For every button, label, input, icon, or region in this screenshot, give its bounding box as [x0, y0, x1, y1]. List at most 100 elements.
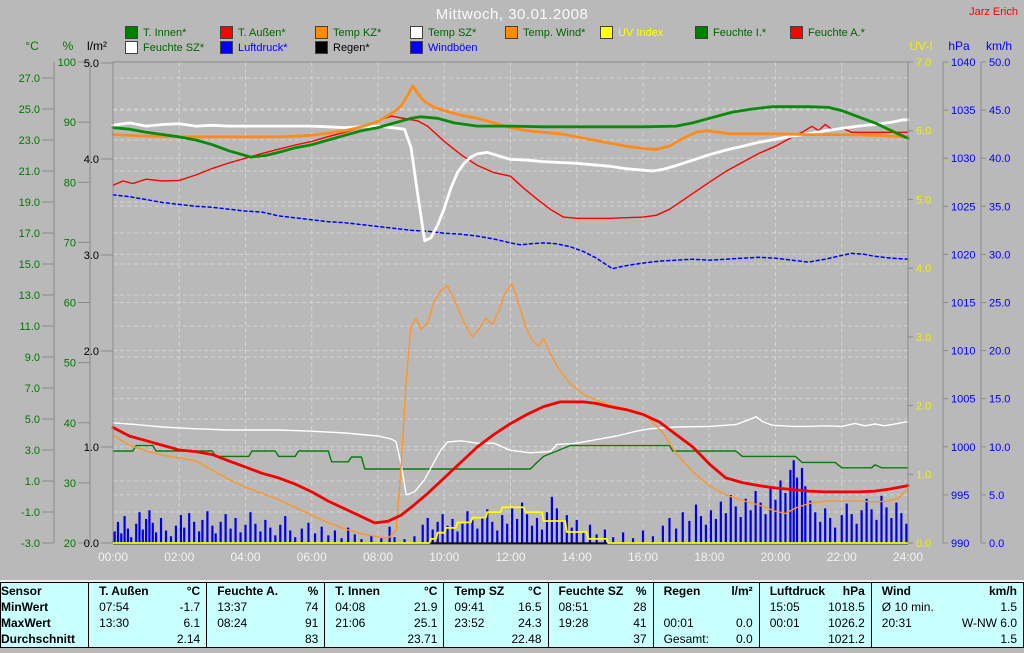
legend-item-windb-en[interactable]: Windböen [410, 41, 478, 54]
table-cell: 00:01 1026.2 [758, 615, 872, 631]
wind-gust-bar [388, 526, 391, 543]
table-cell: 13:30 6.1 [88, 615, 207, 631]
legend-item-feuchte-i-[interactable]: Feuchte I.* [695, 26, 766, 39]
legend-label: Windböen [428, 41, 478, 54]
legend-item-t-innen-[interactable]: T. Innen* [125, 26, 186, 39]
axis-label: 4.0 [916, 263, 931, 275]
wind-gust-bar [588, 524, 592, 543]
legend-item-feuchte-a-[interactable]: Feuchte A.* [790, 26, 865, 39]
wind-gust-bar [403, 539, 406, 543]
wind-gust-bar [734, 506, 737, 543]
axis-label: 30.0 [989, 249, 1010, 261]
wind-gust-bar [456, 531, 459, 543]
legend-item-t-au-en-[interactable]: T. Außen* [220, 26, 286, 39]
wind-gust-bar [870, 509, 873, 543]
wind-gust-bar [729, 494, 732, 543]
wind-gust-bar [294, 537, 297, 543]
legend-item-regen-[interactable]: Regen* [315, 41, 370, 54]
wind-gust-bar [123, 516, 126, 543]
axis-label: 5.0 [916, 194, 931, 206]
table-cell: Temp SZ °C [443, 582, 548, 599]
axis-label: 21.0 [19, 166, 40, 178]
axis-label: 7.0 [25, 383, 40, 395]
wind-gust-bar [451, 518, 454, 543]
legend-label: Regen* [333, 41, 370, 54]
table-row-label: MaxWert [1, 616, 51, 630]
table-cell: 15:05 1018.5 [758, 599, 872, 615]
axis-label: 1040 [951, 57, 975, 69]
axis-label: 40.0 [989, 153, 1010, 165]
wind-gust-bar [694, 504, 698, 543]
wind-gust-bar [201, 519, 204, 543]
axis-label: 0.0 [916, 538, 931, 550]
wind-gust-bar [704, 524, 708, 543]
table-cell: 1.5 [870, 631, 1024, 648]
x-tick-label: 20:00 [760, 550, 790, 564]
legend-item-uv-index[interactable]: UV Index [600, 26, 663, 39]
wind-gust-bar [550, 496, 554, 543]
axis-label: 30 [64, 478, 76, 490]
wind-gust-bar [141, 529, 144, 543]
table-cell: 21:06 25.1 [324, 615, 444, 631]
axis-label: UV-I [909, 39, 932, 53]
series-temp-sz [111, 118, 910, 243]
wind-gust-bar [612, 537, 615, 543]
wind-gust-bar [651, 536, 655, 543]
legend-label: Feuchte A.* [808, 26, 865, 39]
axis-label: km/h [986, 39, 1012, 53]
wind-gust-bar [126, 528, 130, 543]
wind-gust-bar [845, 503, 848, 543]
wind-gust-bar [819, 521, 822, 543]
table-row-minwert: MinWert 07:54 -1.7 13:37 74 04:08 21.9 09:41 16.… [1, 599, 1024, 615]
wind-gust-bar [219, 521, 222, 543]
wind-gust-bar [834, 527, 837, 543]
wind-gust-bar [380, 538, 383, 543]
wind-gust-bar [603, 529, 607, 543]
axis-label: 13.0 [19, 290, 40, 302]
legend-label: Feuchte I.* [713, 26, 767, 39]
wind-gust-bar [229, 528, 232, 543]
axis-label: 3.0 [84, 250, 99, 262]
wind-gust-bar [860, 510, 863, 543]
axis-label: 1030 [951, 153, 975, 165]
axis-label: 20 [64, 538, 76, 550]
x-tick-label: 06:00 [297, 550, 327, 564]
wind-gust-bar [764, 514, 767, 543]
legend-swatch [220, 26, 233, 39]
axis-label: 11.0 [19, 321, 40, 333]
axis-label: 25.0 [989, 298, 1010, 310]
wind-gust-bar [360, 539, 363, 543]
wind-gust-bar [850, 514, 853, 543]
wind-gust-bar [224, 514, 227, 543]
wind-gust-bar [582, 531, 585, 543]
wind-gust-bar [249, 512, 252, 543]
table-cell: T. Außen °C [88, 582, 207, 599]
legend-item-temp-sz-[interactable]: Temp SZ* [410, 26, 476, 39]
series-temp-wind [112, 283, 909, 540]
wind-gust-bar [461, 523, 464, 543]
axis-label: 27.0 [19, 73, 40, 85]
legend-label: Luftdruck* [238, 41, 288, 54]
wind-gust-bar [188, 513, 191, 543]
wind-gust-bar [885, 507, 888, 543]
legend-item-temp-kz-[interactable]: Temp KZ* [315, 26, 381, 39]
axis-label: 23.0 [19, 135, 40, 147]
wind-gust-bar [865, 498, 868, 543]
legend-item-temp-wind-[interactable]: Temp. Wind* [505, 26, 585, 39]
legend-swatch [695, 26, 708, 39]
wind-gust-bar [795, 477, 799, 543]
axis-label: 995 [951, 490, 969, 502]
axis-label: -3.0 [21, 538, 40, 550]
page-title: Mittwoch, 30.01.2008 [435, 6, 589, 23]
wind-gust-bar [148, 510, 151, 543]
axis-label: 1000 [951, 442, 975, 454]
wind-gust-bar [840, 515, 843, 543]
legend-swatch [410, 26, 423, 39]
wind-gust-bar [154, 532, 158, 543]
wind-gust-bar [681, 512, 684, 543]
wind-gust-bar [511, 508, 514, 543]
wind-gust-bar [393, 537, 396, 543]
axis-label: 1025 [951, 201, 975, 213]
legend-item-feuchte-sz-[interactable]: Feuchte SZ* [125, 41, 204, 54]
legend-item-luftdruck-[interactable]: Luftdruck* [220, 41, 288, 54]
